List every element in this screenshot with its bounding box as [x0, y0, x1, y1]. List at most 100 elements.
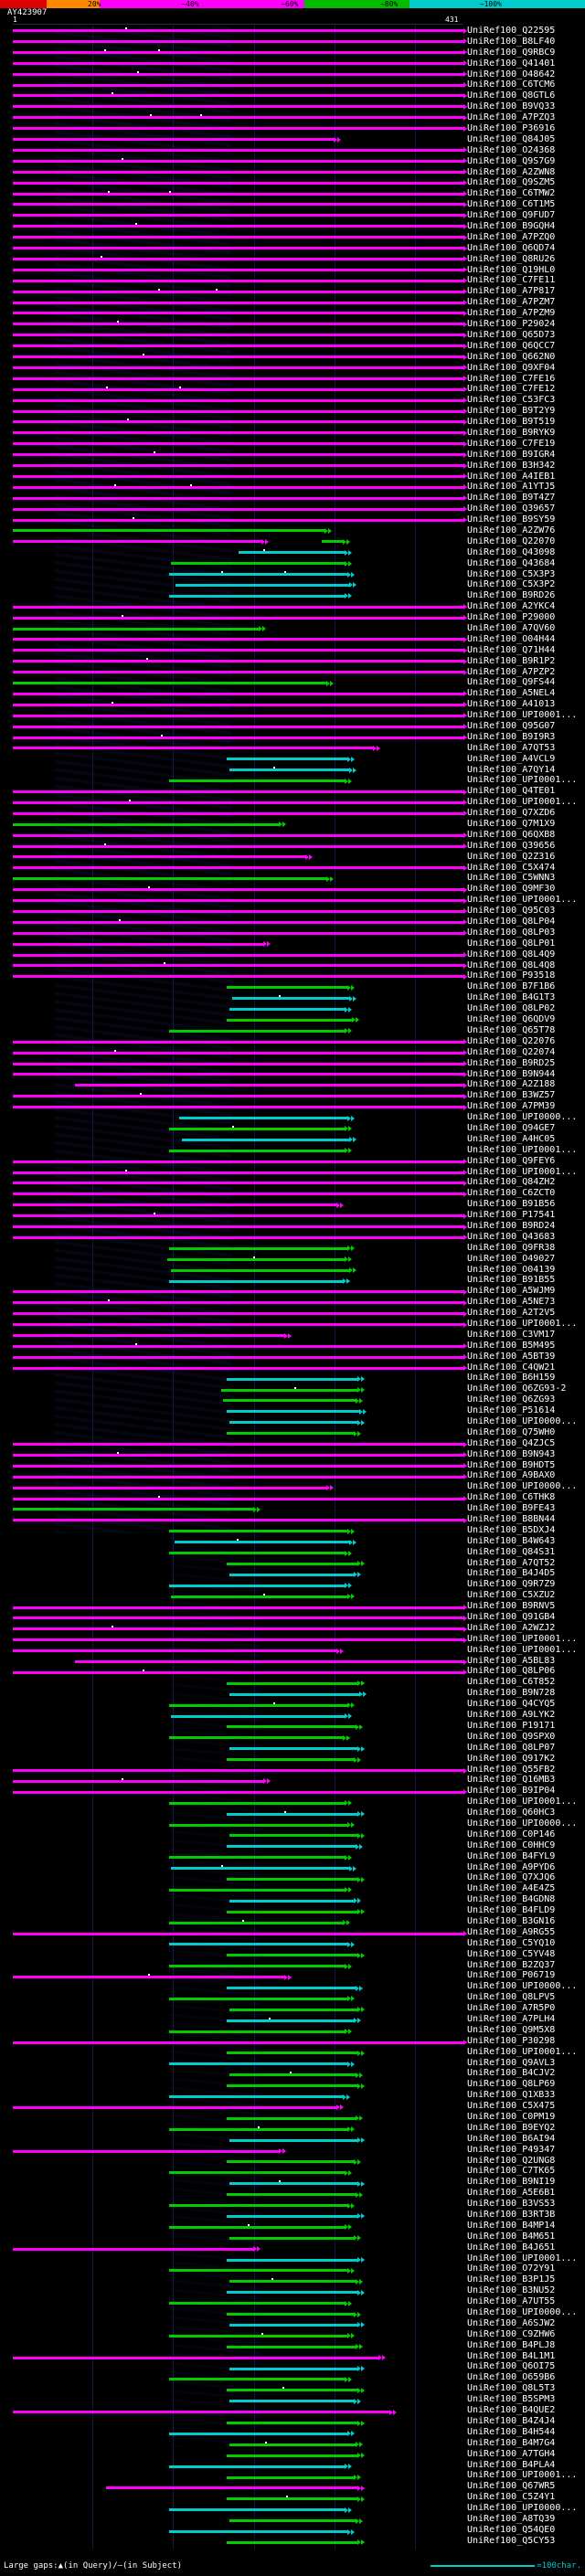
hit-label[interactable]: UniRef100_A4VCL9	[467, 753, 556, 764]
hit-label[interactable]: UniRef100_Q9S7G9	[467, 155, 556, 166]
hit-label[interactable]: UniRef100_B9T519	[467, 417, 556, 428]
hit-label[interactable]: UniRef100_C6TCM6	[467, 80, 556, 90]
hit-bar[interactable]	[168, 1246, 347, 1250]
hit-bar[interactable]	[13, 1606, 463, 1609]
hit-bar[interactable]	[171, 1268, 350, 1272]
hit-label[interactable]: UniRef100_C7TK65	[467, 2166, 556, 2177]
hit-bar[interactable]	[13, 214, 463, 217]
hit-bar[interactable]	[13, 409, 463, 413]
hit-label[interactable]: UniRef100_B4PLA4	[467, 2459, 556, 2470]
hit-bar[interactable]	[13, 899, 463, 902]
hit-label[interactable]: UniRef100_A7QY14	[467, 764, 556, 775]
hit-label[interactable]: UniRef100_Q39656	[467, 840, 556, 851]
hit-bar[interactable]	[13, 474, 463, 478]
hit-bar[interactable]	[226, 1562, 358, 1565]
hit-bar[interactable]	[226, 2160, 354, 2164]
hit-bar[interactable]	[13, 366, 463, 369]
hit-bar[interactable]	[226, 2258, 358, 2262]
hit-label[interactable]: UniRef100_Q8GTL6	[467, 90, 556, 101]
hit-bar[interactable]	[13, 1638, 463, 1642]
hit-bar[interactable]	[229, 2367, 358, 2370]
hit-bar[interactable]	[13, 833, 463, 837]
hit-label[interactable]: UniRef100_Q2Z316	[467, 851, 556, 862]
hit-label[interactable]: UniRef100_C5Z4Y1	[467, 2492, 556, 2503]
hit-label[interactable]: UniRef100_UPI0001...	[467, 1797, 578, 1807]
hit-label[interactable]: UniRef100_A5WJM9	[467, 1286, 556, 1297]
hit-label[interactable]: UniRef100_O48642	[467, 69, 556, 80]
hit-bar[interactable]	[168, 2030, 346, 2033]
hit-label[interactable]: UniRef100_A5E6B1	[467, 2188, 556, 2199]
hit-bar[interactable]	[223, 1399, 356, 1403]
hit-label[interactable]: UniRef100_Q1XB33	[467, 2090, 556, 2101]
hit-label[interactable]: UniRef100_B9IGR4	[467, 449, 556, 460]
hit-bar[interactable]	[13, 39, 463, 43]
hit-label[interactable]: UniRef100_C6ZCT0	[467, 1188, 556, 1199]
hit-label[interactable]: UniRef100_UPI0000...	[467, 2503, 578, 2514]
hit-label[interactable]: UniRef100_Q9FEY6	[467, 1155, 556, 1166]
hit-bar[interactable]	[221, 1388, 358, 1392]
hit-bar[interactable]	[168, 1552, 346, 1554]
hit-bar[interactable]	[226, 2422, 358, 2424]
hit-bar[interactable]	[13, 345, 463, 348]
hit-bar[interactable]	[226, 2345, 356, 2348]
hit-label[interactable]: UniRef100_Q6ZG93-2	[467, 1383, 567, 1394]
hit-bar[interactable]	[13, 507, 463, 511]
hit-label[interactable]: UniRef100_A7R5P0	[467, 2003, 556, 2014]
hit-bar[interactable]	[13, 671, 463, 674]
hit-bar[interactable]	[13, 638, 463, 641]
hit-bar[interactable]	[168, 1703, 347, 1707]
hit-label[interactable]: UniRef100_C5X475	[467, 2101, 556, 2112]
hit-label[interactable]: UniRef100_A4E4Z5	[467, 1883, 556, 1894]
hit-label[interactable]: UniRef100_Q95C03	[467, 906, 556, 917]
hit-bar[interactable]	[13, 1443, 463, 1446]
hit-bar[interactable]	[226, 2193, 356, 2197]
hit-label[interactable]: UniRef100_B9HDT5	[467, 1459, 556, 1470]
hit-label[interactable]: UniRef100_Q84S31	[467, 1546, 556, 1557]
hit-bar[interactable]	[13, 398, 463, 402]
hit-bar[interactable]	[13, 192, 463, 196]
hit-bar[interactable]	[13, 909, 463, 913]
hit-label[interactable]: UniRef100_Q6QD74	[467, 242, 556, 253]
hit-bar[interactable]	[13, 83, 463, 87]
hit-label[interactable]: UniRef100_B5SPM3	[467, 2394, 556, 2405]
hit-bar[interactable]	[13, 2411, 389, 2414]
hit-label[interactable]: UniRef100_A2Z188	[467, 1079, 556, 1090]
hit-label[interactable]: UniRef100_B4Z4J4	[467, 2415, 556, 2426]
hit-bar[interactable]	[168, 1965, 346, 1968]
hit-bar[interactable]	[226, 2291, 358, 2295]
hit-bar[interactable]	[13, 1366, 463, 1370]
hit-bar[interactable]	[229, 1692, 360, 1696]
hit-bar[interactable]	[13, 942, 264, 946]
hit-label[interactable]: UniRef100_UPI0001...	[467, 797, 578, 808]
hit-bar[interactable]	[13, 94, 463, 98]
hit-bar[interactable]	[13, 105, 463, 109]
hit-bar[interactable]	[13, 800, 463, 804]
hit-bar[interactable]	[168, 1530, 347, 1533]
hit-label[interactable]: UniRef100_C0P146	[467, 1829, 556, 1839]
hit-label[interactable]: UniRef100_Q9SZM5	[467, 177, 556, 188]
hit-label[interactable]: UniRef100_A2T2V5	[467, 1308, 556, 1319]
hit-label[interactable]: UniRef100_B9N944	[467, 1068, 556, 1079]
hit-label[interactable]: UniRef100_O49027	[467, 1253, 556, 1264]
hit-label[interactable]: UniRef100_B7F1B6	[467, 981, 556, 992]
hit-label[interactable]: UniRef100_B4J4D5	[467, 1568, 556, 1579]
hit-label[interactable]: UniRef100_Q7XJQ6	[467, 1872, 556, 1883]
hit-label[interactable]: UniRef100_Q5CY53	[467, 2535, 556, 2546]
hit-label[interactable]: UniRef100_Q2UNG8	[467, 2155, 556, 2166]
hit-bar[interactable]	[181, 1138, 350, 1141]
hit-label[interactable]: UniRef100_C7FE12	[467, 384, 556, 395]
hit-bar[interactable]	[168, 1856, 346, 1860]
hit-label[interactable]: UniRef100_B9NI19	[467, 2177, 556, 2188]
hit-bar[interactable]	[168, 2530, 347, 2533]
hit-bar[interactable]	[168, 1149, 346, 1152]
hit-bar[interactable]	[226, 2389, 358, 2392]
hit-bar[interactable]	[226, 1845, 356, 1849]
hit-bar[interactable]	[229, 2182, 358, 2186]
hit-bar[interactable]	[13, 660, 463, 663]
hit-label[interactable]: UniRef100_Q8LP04	[467, 917, 556, 928]
hit-bar[interactable]	[106, 2486, 358, 2490]
hit-bar[interactable]	[238, 551, 346, 555]
hit-bar[interactable]	[226, 2051, 358, 2055]
hit-bar[interactable]	[168, 1029, 346, 1033]
hit-bar[interactable]	[226, 2214, 358, 2218]
